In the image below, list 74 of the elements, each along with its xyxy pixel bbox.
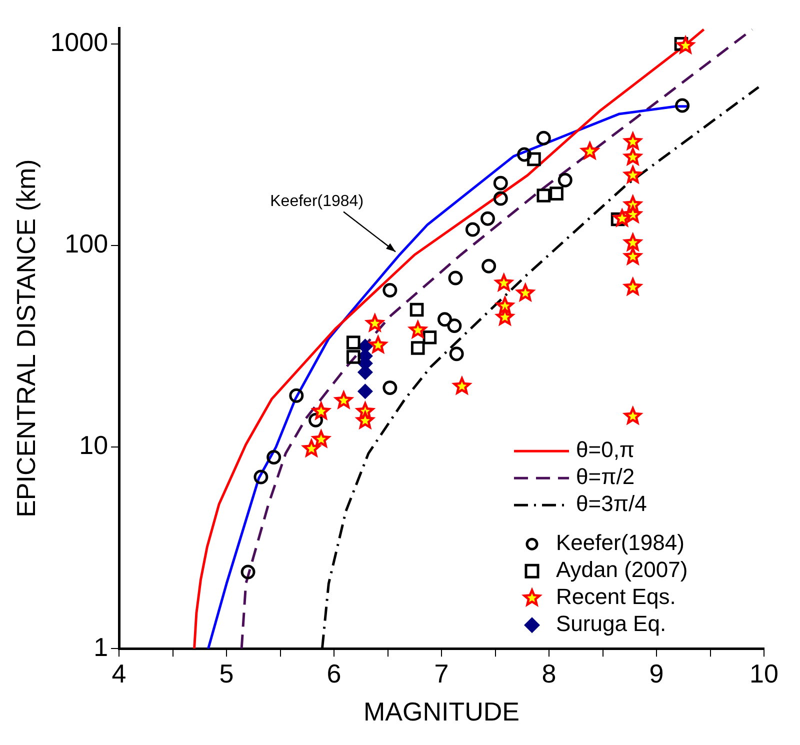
point <box>410 302 424 317</box>
x-tick-label: 4 <box>112 658 126 688</box>
point <box>289 388 304 403</box>
point <box>550 186 564 200</box>
x-tick-label: 6 <box>326 658 342 688</box>
point <box>333 390 354 410</box>
point <box>622 204 644 224</box>
point <box>536 130 551 146</box>
point <box>622 405 644 426</box>
point <box>266 450 282 465</box>
point <box>514 282 536 302</box>
x-tick-label: 9 <box>649 658 664 688</box>
y-tick-label: 1 <box>94 632 108 662</box>
legend-label: Suruga Eq. <box>556 611 666 636</box>
point <box>310 400 332 420</box>
x-axis-title: MAGNITUDE <box>364 696 520 727</box>
point <box>300 438 322 458</box>
point <box>407 319 428 340</box>
point <box>622 164 644 184</box>
point <box>354 410 376 430</box>
point <box>310 428 332 448</box>
point <box>493 191 508 206</box>
legend-label: Recent Eqs. <box>556 584 676 610</box>
point <box>612 208 633 228</box>
y-tick-label: 10 <box>79 430 108 460</box>
point <box>527 152 541 166</box>
point <box>382 380 398 395</box>
point <box>422 330 437 344</box>
point <box>368 334 389 354</box>
point <box>517 147 532 162</box>
point <box>382 282 398 298</box>
point <box>622 276 644 296</box>
point <box>493 176 508 190</box>
point <box>482 258 496 274</box>
point <box>437 312 452 327</box>
point <box>449 346 464 362</box>
point <box>536 188 551 202</box>
y-axis-title: EPICENTRAL DISTANCE (km) <box>10 159 41 518</box>
point <box>480 211 495 226</box>
legend-label: θ=π/2 <box>576 464 635 490</box>
point <box>579 140 600 160</box>
point <box>493 272 514 292</box>
point <box>346 336 360 350</box>
point <box>358 384 372 399</box>
x-tick-label: 10 <box>750 658 778 688</box>
point <box>410 341 425 355</box>
point <box>240 564 256 580</box>
x-tick-label: 7 <box>434 658 449 688</box>
legend-label: θ=0,π <box>576 437 635 462</box>
x-tick-label: 5 <box>219 658 234 688</box>
annotation: Keefer(1984) <box>270 193 364 210</box>
point <box>308 412 324 428</box>
legend-label: Keefer(1984) <box>556 530 684 556</box>
point <box>451 375 472 396</box>
legend-label: θ=3π/4 <box>576 491 647 516</box>
point <box>494 295 516 316</box>
y-tick-label: 100 <box>64 228 108 259</box>
point <box>622 246 644 266</box>
point <box>346 350 360 364</box>
point <box>254 470 268 484</box>
line-series <box>240 28 754 649</box>
point <box>465 222 480 237</box>
point <box>622 130 644 151</box>
point <box>622 146 644 166</box>
point <box>447 318 462 333</box>
legend-label: Aydan (2007) <box>556 557 688 582</box>
y-tick-label: 1000 <box>50 27 108 58</box>
point <box>558 172 572 188</box>
point <box>494 306 516 326</box>
point <box>675 98 690 113</box>
x-tick-label: 8 <box>542 658 556 688</box>
point <box>622 232 644 252</box>
point <box>364 312 386 332</box>
point <box>448 270 463 286</box>
